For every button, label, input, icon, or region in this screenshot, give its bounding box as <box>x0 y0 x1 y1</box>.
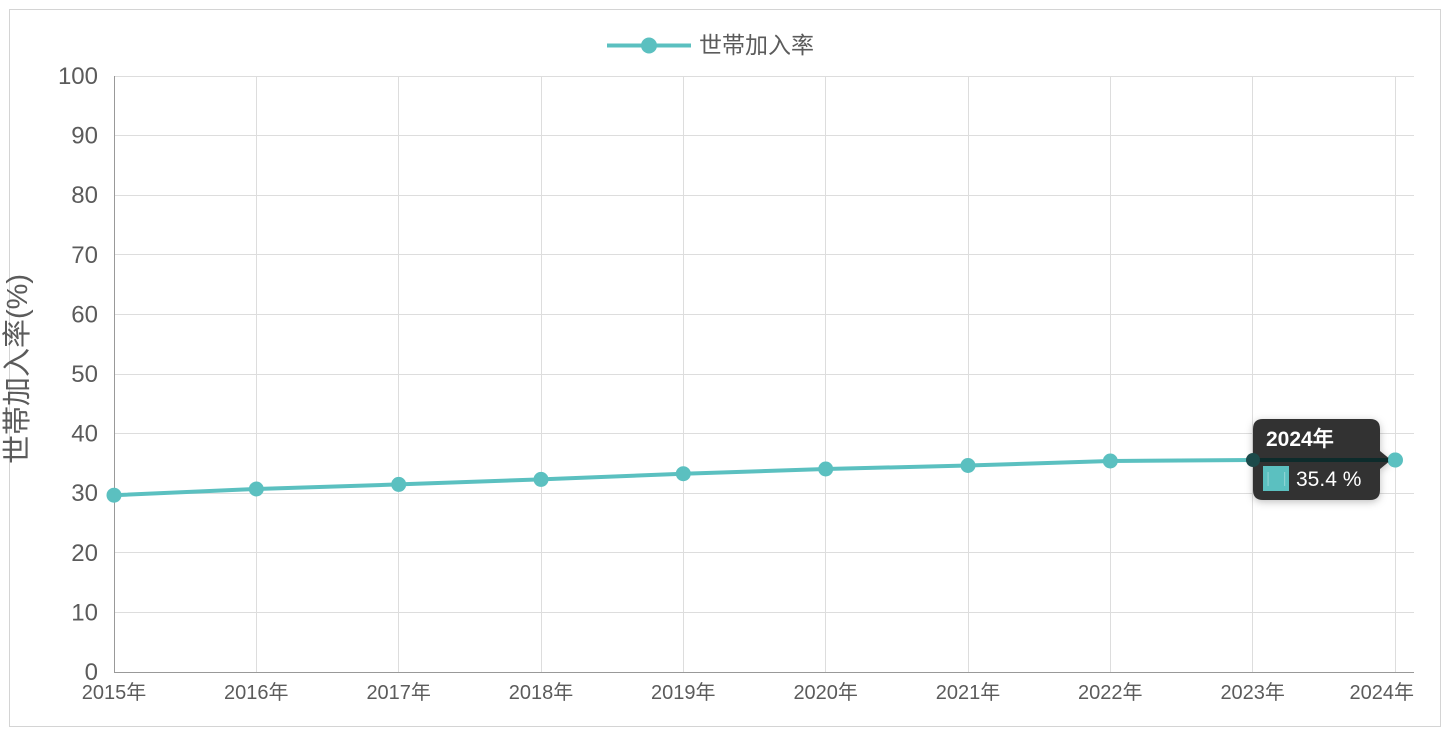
svg-text:2017年: 2017年 <box>366 681 431 704</box>
svg-text:2021年: 2021年 <box>936 681 1001 704</box>
svg-text:2020年: 2020年 <box>793 681 858 704</box>
svg-text:2022年: 2022年 <box>1078 681 1143 704</box>
svg-text:世帯加入率: 世帯加入率 <box>699 32 814 58</box>
svg-text:20: 20 <box>71 540 98 567</box>
svg-text:90: 90 <box>71 123 98 150</box>
svg-text:2024年: 2024年 <box>1350 681 1415 704</box>
svg-text:30: 30 <box>71 480 98 507</box>
svg-text:100: 100 <box>58 63 98 90</box>
svg-text:50: 50 <box>71 361 98 388</box>
svg-text:2018年: 2018年 <box>509 681 574 704</box>
svg-text:70: 70 <box>71 242 98 269</box>
svg-text:2024年: 2024年 <box>1266 427 1334 451</box>
svg-text:2016年: 2016年 <box>224 681 289 704</box>
svg-text:2015年: 2015年 <box>82 681 147 704</box>
svg-text:80: 80 <box>71 182 98 209</box>
svg-text:10: 10 <box>71 599 98 626</box>
svg-text:40: 40 <box>71 421 98 448</box>
svg-text:35.4 %: 35.4 % <box>1296 468 1361 491</box>
svg-text:2019年: 2019年 <box>651 681 716 704</box>
svg-text:2023年: 2023年 <box>1220 681 1285 704</box>
svg-text:世帯加入率(%): 世帯加入率(%) <box>1 274 34 464</box>
svg-text:60: 60 <box>71 301 98 328</box>
